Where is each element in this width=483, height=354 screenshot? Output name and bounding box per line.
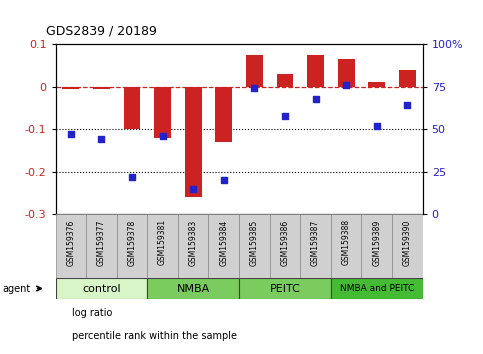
Text: GSM159383: GSM159383	[189, 219, 198, 266]
Point	[251, 86, 258, 91]
Point	[373, 123, 381, 129]
Bar	[300, 214, 331, 278]
Point	[403, 103, 411, 108]
Point	[281, 113, 289, 119]
Bar	[331, 214, 361, 278]
Point	[67, 131, 75, 137]
Text: GSM159376: GSM159376	[66, 219, 75, 266]
Bar	[392, 214, 423, 278]
Bar	[270, 214, 300, 278]
Point	[312, 96, 319, 102]
Point	[189, 186, 197, 192]
Bar	[147, 278, 239, 299]
Text: GSM159388: GSM159388	[341, 219, 351, 266]
Bar	[246, 55, 263, 87]
Text: GSM159377: GSM159377	[97, 219, 106, 266]
Text: NMBA: NMBA	[177, 284, 210, 293]
Bar	[239, 278, 331, 299]
Bar	[93, 87, 110, 89]
Point	[342, 82, 350, 88]
Bar	[56, 214, 86, 278]
Text: GSM159387: GSM159387	[311, 219, 320, 266]
Text: GSM159390: GSM159390	[403, 219, 412, 266]
Point	[128, 174, 136, 179]
Point	[159, 133, 167, 139]
Bar	[86, 214, 117, 278]
Text: GSM159378: GSM159378	[128, 219, 137, 266]
Text: GDS2839 / 20189: GDS2839 / 20189	[46, 24, 157, 37]
Text: GSM159385: GSM159385	[250, 219, 259, 266]
Bar	[209, 214, 239, 278]
Text: GSM159389: GSM159389	[372, 219, 381, 266]
Point	[98, 137, 105, 142]
Point	[220, 177, 227, 183]
Bar	[124, 87, 141, 129]
Text: NMBA and PEITC: NMBA and PEITC	[340, 284, 414, 293]
Bar	[154, 87, 171, 138]
Text: agent: agent	[2, 284, 30, 293]
Bar	[338, 59, 355, 87]
Bar	[399, 70, 416, 87]
Text: GSM159386: GSM159386	[281, 219, 289, 266]
Text: log ratio: log ratio	[72, 308, 113, 318]
Text: GSM159381: GSM159381	[158, 219, 167, 266]
Bar	[117, 214, 147, 278]
Bar	[147, 214, 178, 278]
Bar	[361, 214, 392, 278]
Text: GSM159384: GSM159384	[219, 219, 228, 266]
Bar	[62, 87, 79, 89]
Text: control: control	[82, 284, 121, 293]
Bar	[178, 214, 209, 278]
Bar	[56, 278, 147, 299]
Text: PEITC: PEITC	[270, 284, 300, 293]
Bar	[369, 82, 385, 87]
Bar	[239, 214, 270, 278]
Bar	[307, 55, 324, 87]
Bar	[215, 87, 232, 142]
Text: percentile rank within the sample: percentile rank within the sample	[72, 331, 238, 341]
Bar	[331, 278, 423, 299]
Bar	[185, 87, 201, 197]
Bar	[277, 74, 293, 87]
